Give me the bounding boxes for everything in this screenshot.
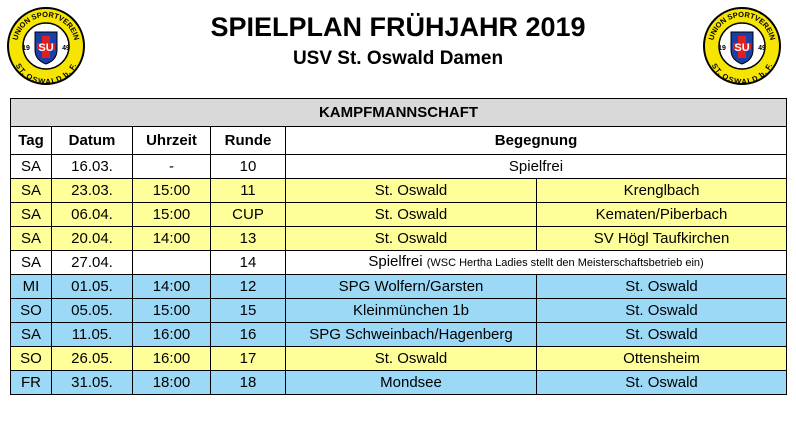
cell-tag: SA [10,202,52,227]
logo-year-right: 49 [758,45,766,52]
table-row: SA 23.03. 15:00 11 St. Oswald Krenglbach [10,178,788,203]
cell-away-team: St. Oswald [535,370,788,395]
cell-uhrzeit: - [132,154,211,179]
cell-tag: SA [10,226,52,251]
cell-tag: SO [10,298,52,323]
cell-datum: 31.05. [51,370,133,395]
table-row: SA 27.04. 14 Spielfrei (WSC Hertha Ladies s… [10,250,788,275]
cell-datum: 23.03. [51,178,133,203]
cell-home-team: SPG Wolfern/Garsten [285,274,537,299]
cell-runde: 11 [210,178,286,203]
cell-datum: 27.04. [51,250,133,275]
logo-year-right: 49 [62,45,70,52]
logo-year-left: 19 [22,45,30,52]
cell-uhrzeit: 14:00 [132,274,211,299]
cell-uhrzeit [132,250,211,275]
cell-away-team: Ottensheim [535,346,788,371]
cell-home-team: St. Oswald [285,178,537,203]
cell-datum: 26.05. [51,346,133,371]
table-row: SO 26.05. 16:00 17 St. Oswald Ottensheim [10,346,788,371]
column-header-datum: Datum [51,126,133,155]
page-title: SPIELPLAN FRÜHJAHR 2019 [210,12,586,42]
spielfrei-text: Spielfrei [368,253,423,270]
table-row: SA 16.03. -10 Spielfrei [10,154,788,179]
cell-tag: MI [10,274,52,299]
cell-runde: 13 [210,226,286,251]
cell-runde: 16 [210,322,286,347]
cell-tag: SA [10,178,52,203]
table-row: FR 31.05. 18:00 18 Mondsee St. Oswald [10,370,788,395]
column-header-runde: Runde [210,126,286,155]
table-row: SA 20.04. 14:00 13 St. Oswald SV Högl Taufkir… [10,226,788,251]
cell-uhrzeit: 18:00 [132,370,211,395]
cell-datum: 05.05. [51,298,133,323]
cell-spielfrei: Spielfrei [284,154,788,179]
page-subtitle: USV St. Oswald Damen [292,48,504,69]
cell-away-team: Krenglbach [535,178,788,203]
cell-tag: SA [10,154,52,179]
cell-datum: 01.05. [51,274,133,299]
table-row: SA 11.05. 16:00 16 SPG Schweinbach/Hagenberg… [10,322,788,347]
schedule-body: SA 16.03. -10 Spielfrei SA 23.03. 15:00 11 St. O… [10,154,788,395]
cell-uhrzeit: 14:00 [132,226,211,251]
cell-away-team: St. Oswald [535,298,788,323]
table-row: MI 01.05. 14:00 12 SPG Wolfern/Garsten St. Os… [10,274,788,299]
cell-tag: SA [10,250,52,275]
cell-home-team: Kleinmünchen 1b [285,298,537,323]
cell-home-team: St. Oswald [285,346,537,371]
cell-uhrzeit: 16:00 [132,346,211,371]
cell-home-team: Mondsee [285,370,537,395]
cell-datum: 20.04. [51,226,133,251]
column-header-uhrzeit: Uhrzeit [132,126,211,155]
cell-runde: CUP [210,202,286,227]
cell-uhrzeit: 15:00 [132,298,211,323]
cell-spielfrei: Spielfrei (WSC Hertha Ladies stellt den … [284,250,788,275]
cell-runde: 14 [210,250,286,275]
cell-away-team: Kematen/Piberbach [535,202,788,227]
logo-monogram: SU [734,42,749,54]
cell-runde: 15 [210,298,286,323]
cell-runde: 12 [210,274,286,299]
column-header-tag: Tag [10,126,52,155]
cell-home-team: St. Oswald [285,226,537,251]
section-title: KAMPFMANNSCHAFT [9,98,788,127]
club-logo-left: UNION SPORTVEREIN ST. OSWALD b. F. 19 49… [7,7,85,86]
cell-home-team: SPG Schweinbach/Hagenberg [285,322,537,347]
spielfrei-note: (WSC Hertha Ladies stellt den Meistersch… [426,257,704,269]
cell-datum: 11.05. [51,322,133,347]
column-header-begegnung: Begegnung [284,126,788,155]
logo-monogram: SU [38,42,53,54]
club-logo-right: UNION SPORTVEREIN ST. OSWALD b. F. 19 49… [703,7,781,86]
spielfrei-text: Spielfrei [508,157,564,175]
cell-datum: 06.04. [51,202,133,227]
cell-tag: FR [10,370,52,395]
cell-datum: 16.03. [51,154,133,179]
cell-away-team: SV Högl Taufkirchen [535,226,788,251]
cell-away-team: St. Oswald [535,274,788,299]
cell-uhrzeit: 15:00 [132,202,211,227]
cell-tag: SA [10,322,52,347]
table-row: SO 05.05. 15:00 15 Kleinmünchen 1b St. Oswald [10,298,788,323]
cell-runde: 10 [210,154,286,179]
cell-runde: 17 [210,346,286,371]
schedule-table: KAMPFMANNSCHAFT Tag Datum Uhrzeit Runde … [9,98,788,395]
cell-tag: SO [10,346,52,371]
cell-runde: 18 [210,370,286,395]
cell-home-team: St. Oswald [285,202,537,227]
table-row: SA 06.04. 15:00 CUP St. Oswald Kematen/Piberb… [10,202,788,227]
cell-uhrzeit: 15:00 [132,178,211,203]
cell-uhrzeit: 16:00 [132,322,211,347]
cell-away-team: St. Oswald [535,322,788,347]
logo-year-left: 19 [718,45,726,52]
